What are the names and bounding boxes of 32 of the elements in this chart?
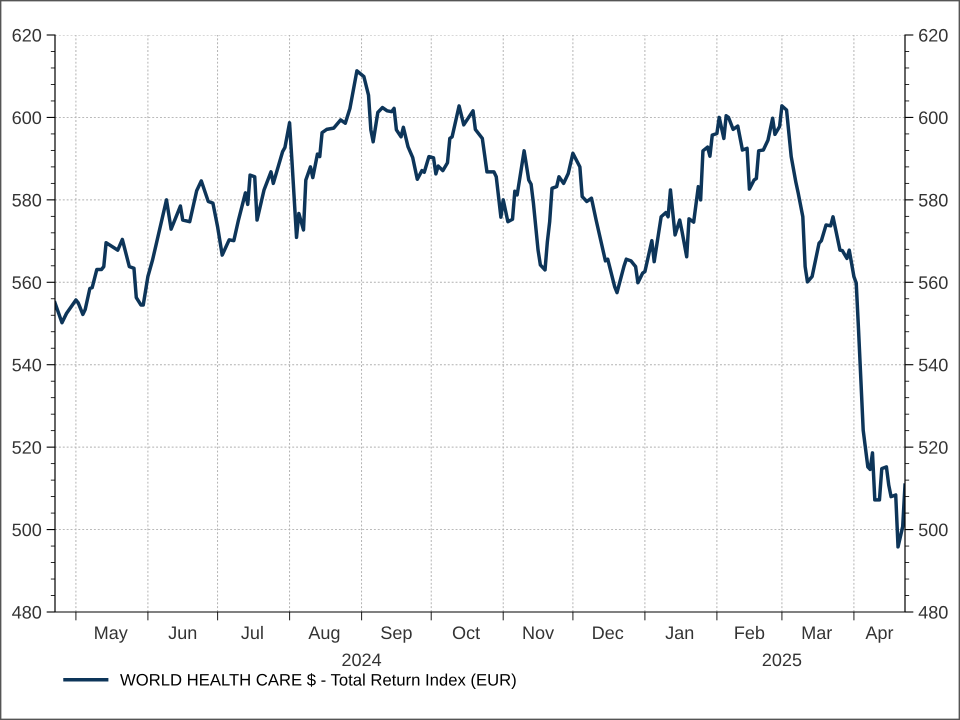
x2-tick-label: 2024 xyxy=(342,653,382,666)
x-tick-label: Aug xyxy=(308,626,340,643)
y-tick-label: 500 xyxy=(12,524,42,536)
y2-tick-label: 480 xyxy=(918,606,948,619)
y2-tick-label: 620 xyxy=(919,28,948,42)
x-tick-label: Dec xyxy=(593,626,624,640)
x2-tick-label: 2025 xyxy=(762,653,802,666)
x-tick-label: Apr xyxy=(865,626,894,643)
x-tick-label: Jun xyxy=(168,626,196,640)
x-tick-label: Mar xyxy=(802,626,832,640)
y2-tick-label: 540 xyxy=(918,358,948,372)
y2-tick-label: 520 xyxy=(918,441,948,454)
x-tick-label: Jul xyxy=(241,626,263,640)
y2-tick-label: 600 xyxy=(919,111,948,124)
x-tick-label: Feb xyxy=(735,626,764,640)
x-tick-label: Nov xyxy=(523,626,554,640)
y2-tick-label: 560 xyxy=(918,276,948,290)
line-series xyxy=(55,69,905,549)
y-tick-label: 620 xyxy=(12,28,42,42)
y-tick-label: 600 xyxy=(12,111,42,124)
x-tick-label: Jan xyxy=(665,626,694,640)
y2-tick-label: 580 xyxy=(918,194,948,207)
x-tick-label: May xyxy=(95,626,128,643)
y-tick-label: 560 xyxy=(12,276,42,290)
y-tick-label: 540 xyxy=(12,358,42,372)
y-tick-label: 580 xyxy=(12,194,42,207)
x-tick-label: Sep xyxy=(381,626,412,643)
y2-tick-label: 500 xyxy=(918,524,948,536)
y-tick-label: 520 xyxy=(12,441,42,454)
x-tick-label: Oct xyxy=(452,626,480,640)
legend-label: WORLD HEALTH CARE $ - Total Return Index (EUR) xyxy=(120,673,516,689)
y-tick-label: 480 xyxy=(12,606,42,619)
